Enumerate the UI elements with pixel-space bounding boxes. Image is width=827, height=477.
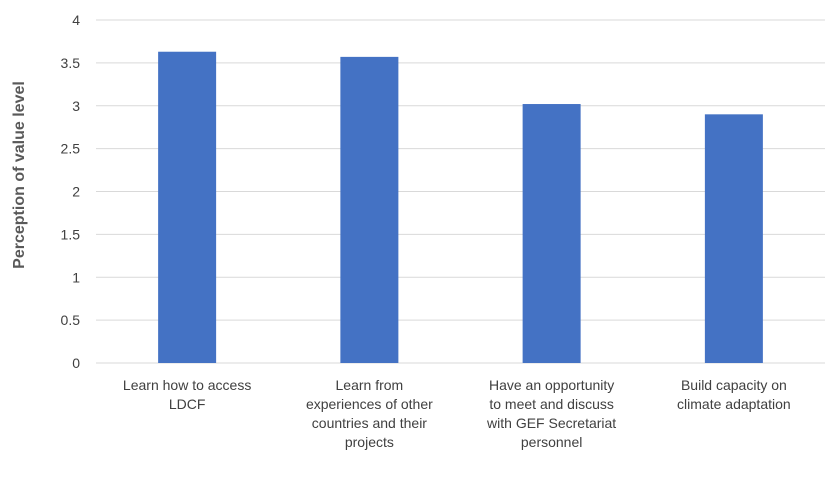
y-tick-label: 0 <box>72 355 80 371</box>
bar <box>522 104 581 363</box>
x-category-label: Learn from experiences of other countries … <box>274 376 464 452</box>
bar <box>158 51 217 363</box>
x-category-label-line: Build capacity on <box>680 377 787 393</box>
x-category-label-line: to meet and discuss <box>489 396 614 412</box>
x-category-label: Have an opportunity to meet and discuss wi… <box>457 376 647 452</box>
x-category-label-line: personnel <box>520 434 583 450</box>
x-category-label-line: climate adaptation <box>677 396 791 412</box>
x-category-label-line: LDCF <box>168 396 206 412</box>
y-axis-title: Perception of value level <box>11 81 28 269</box>
gridlines <box>96 19 825 364</box>
y-tick-label: 2.5 <box>61 141 81 157</box>
x-category-label-line: Learn from <box>335 377 404 393</box>
x-category-label-line: projects <box>344 434 394 450</box>
x-category-label-line: Learn how to access <box>122 377 252 393</box>
x-category-label-line: with GEF Secretariat <box>487 415 617 431</box>
y-tick-label: 2 <box>72 184 80 200</box>
y-tick-label: 3 <box>72 98 80 114</box>
bar <box>704 114 763 363</box>
x-category-label: Build capacity on climate adaptation <box>639 376 827 414</box>
x-category-label-line: experiences of other <box>305 396 433 412</box>
bar <box>340 56 399 364</box>
y-tick-label: 0.5 <box>61 312 81 328</box>
x-category-label-line: Have an opportunity <box>488 377 615 393</box>
y-tick-label: 1.5 <box>61 226 81 242</box>
y-tick-label: 3.5 <box>61 55 81 71</box>
y-tick-label: 4 <box>72 12 80 28</box>
y-tick-label: 1 <box>72 269 80 285</box>
y-axis-ticks: 0 0.5 1 1.5 2 2.5 3 3.5 4 <box>61 12 81 371</box>
x-category-label: Learn how to access LDCF <box>92 376 282 414</box>
x-category-label-line: countries and their <box>311 415 427 431</box>
bars <box>158 51 763 364</box>
